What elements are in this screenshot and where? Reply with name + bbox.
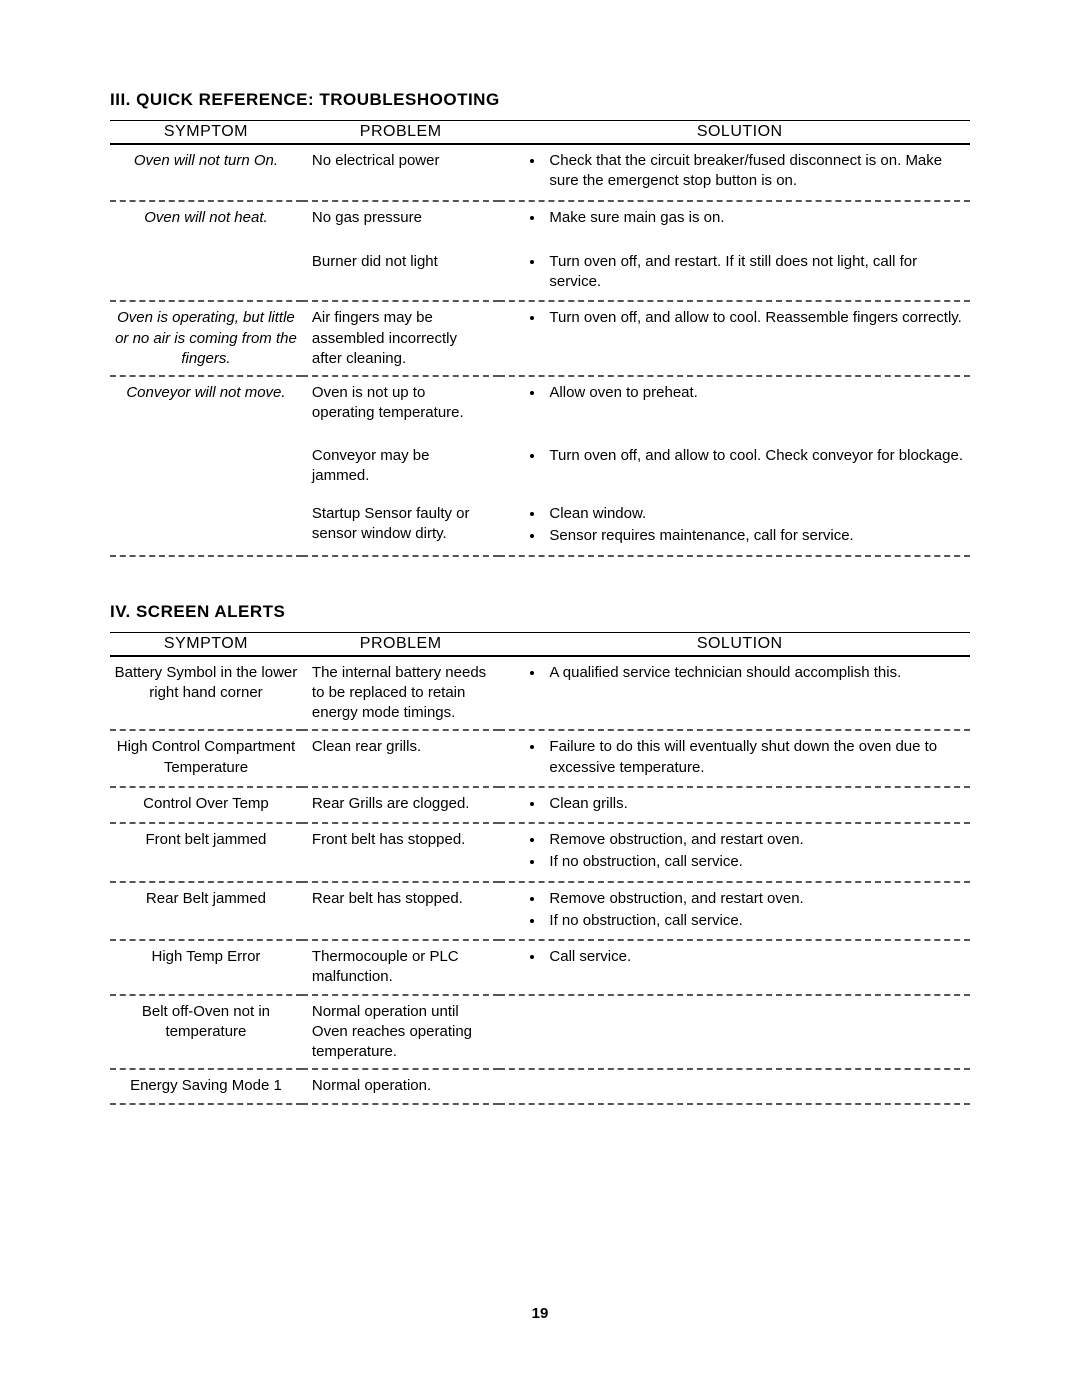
- table-row: Energy Saving Mode 1 Normal operation.: [110, 1070, 970, 1104]
- section-title-alerts: IV. SCREEN ALERTS: [110, 602, 970, 622]
- solution-item: Failure to do this will eventually shut …: [545, 737, 970, 778]
- table-row: High Temp Error Thermocouple or PLC malf…: [110, 941, 970, 996]
- table-row: Front belt jammed Front belt has stopped…: [110, 824, 970, 883]
- table-header-row: SYMPTOM PROBLEM SOLUTION: [110, 120, 970, 145]
- table-row: High Control Compartment Temperature Cle…: [110, 731, 970, 788]
- solution-cell: Failure to do this will eventually shut …: [499, 731, 970, 788]
- symptom-cell: Belt off-Oven not in temperature: [110, 996, 302, 1071]
- solution-cell: Turn oven off, and allow to cool. Reasse…: [499, 302, 970, 377]
- problem-cell: Startup Sensor faulty or sensor window d…: [302, 492, 500, 557]
- problem-cell: Air fingers may be assembled incorrectly…: [302, 302, 500, 377]
- symptom-cell: High Temp Error: [110, 941, 302, 996]
- problem-cell: The internal battery needs to be replace…: [302, 657, 500, 732]
- solution-item: Allow oven to preheat.: [545, 383, 970, 403]
- table-row: Oven will not heat. No gas pressure Make…: [110, 202, 970, 236]
- solution-item: Sensor requires maintenance, call for se…: [545, 526, 970, 546]
- problem-cell: No gas pressure: [302, 202, 500, 236]
- solution-item: Check that the circuit breaker/fused dis…: [545, 151, 970, 192]
- solution-cell: Turn oven off, and restart. If it still …: [499, 236, 970, 303]
- problem-cell: No electrical power: [302, 145, 500, 202]
- header-solution: SOLUTION: [499, 120, 970, 145]
- symptom-cell: Rear Belt jammed: [110, 883, 302, 942]
- solution-cell: Allow oven to preheat.: [499, 377, 970, 430]
- symptom-cell: Battery Symbol in the lower right hand c…: [110, 657, 302, 732]
- solution-cell: Remove obstruction, and restart oven. If…: [499, 824, 970, 883]
- solution-item: Clean window.: [545, 504, 970, 524]
- table-row: Conveyor will not move. Oven is not up t…: [110, 377, 970, 430]
- solution-item: If no obstruction, call service.: [545, 852, 970, 872]
- symptom-cell: Control Over Temp: [110, 788, 302, 824]
- symptom-cell: Oven will not turn On.: [110, 145, 302, 202]
- symptom-cell: Oven is operating, but little or no air …: [110, 302, 302, 377]
- problem-cell: Rear Grills are clogged.: [302, 788, 500, 824]
- solution-item: Turn oven off, and allow to cool. Reasse…: [545, 308, 970, 328]
- solution-cell: Remove obstruction, and restart oven. If…: [499, 883, 970, 942]
- solution-cell: [499, 1070, 970, 1104]
- table-row: Control Over Temp Rear Grills are clogge…: [110, 788, 970, 824]
- solution-item: Remove obstruction, and restart oven.: [545, 889, 970, 909]
- solution-cell: Turn oven off, and allow to cool. Check …: [499, 430, 970, 493]
- problem-cell: Rear belt has stopped.: [302, 883, 500, 942]
- solution-cell: Check that the circuit breaker/fused dis…: [499, 145, 970, 202]
- header-symptom: SYMPTOM: [110, 632, 302, 657]
- table-row: Belt off-Oven not in temperature Normal …: [110, 996, 970, 1071]
- problem-cell: Thermocouple or PLC malfunction.: [302, 941, 500, 996]
- problem-cell: Burner did not light: [302, 236, 500, 303]
- symptom-cell: [110, 430, 302, 493]
- symptom-cell: Oven will not heat.: [110, 202, 302, 236]
- problem-cell: Normal operation until Oven reaches oper…: [302, 996, 500, 1071]
- page-number: 19: [110, 1305, 970, 1322]
- symptom-cell: High Control Compartment Temperature: [110, 731, 302, 788]
- symptom-cell: Front belt jammed: [110, 824, 302, 883]
- table-header-row: SYMPTOM PROBLEM SOLUTION: [110, 632, 970, 657]
- solution-item: Turn oven off, and restart. If it still …: [545, 252, 970, 293]
- header-solution: SOLUTION: [499, 632, 970, 657]
- symptom-cell: Conveyor will not move.: [110, 377, 302, 430]
- table-row: Burner did not light Turn oven off, and …: [110, 236, 970, 303]
- table-row: Startup Sensor faulty or sensor window d…: [110, 492, 970, 557]
- problem-cell: Oven is not up to operating temperature.: [302, 377, 500, 430]
- solution-cell: Clean grills.: [499, 788, 970, 824]
- symptom-cell: [110, 492, 302, 557]
- problem-cell: Normal operation.: [302, 1070, 500, 1104]
- problem-cell: Conveyor may be jammed.: [302, 430, 500, 493]
- table-row: Oven will not turn On. No electrical pow…: [110, 145, 970, 202]
- solution-cell: Clean window. Sensor requires maintenanc…: [499, 492, 970, 557]
- header-symptom: SYMPTOM: [110, 120, 302, 145]
- solution-item: A qualified service technician should ac…: [545, 663, 970, 683]
- problem-cell: Clean rear grills.: [302, 731, 500, 788]
- solution-item: Clean grills.: [545, 794, 970, 814]
- document-page: III. QUICK REFERENCE: TROUBLESHOOTING SY…: [0, 0, 1080, 1372]
- solution-item: Call service.: [545, 947, 970, 967]
- problem-cell: Front belt has stopped.: [302, 824, 500, 883]
- solution-item: If no obstruction, call service.: [545, 911, 970, 931]
- table-row: Oven is operating, but little or no air …: [110, 302, 970, 377]
- symptom-cell: Energy Saving Mode 1: [110, 1070, 302, 1104]
- solution-cell: Call service.: [499, 941, 970, 996]
- header-problem: PROBLEM: [302, 120, 500, 145]
- table-row: Rear Belt jammed Rear belt has stopped. …: [110, 883, 970, 942]
- symptom-cell: [110, 236, 302, 303]
- solution-item: Make sure main gas is on.: [545, 208, 970, 228]
- solution-item: Turn oven off, and allow to cool. Check …: [545, 446, 970, 466]
- solution-item: Remove obstruction, and restart oven.: [545, 830, 970, 850]
- table-row: Battery Symbol in the lower right hand c…: [110, 657, 970, 732]
- section-title-troubleshooting: III. QUICK REFERENCE: TROUBLESHOOTING: [110, 90, 970, 110]
- table-row: Conveyor may be jammed. Turn oven off, a…: [110, 430, 970, 493]
- solution-cell: [499, 996, 970, 1071]
- header-problem: PROBLEM: [302, 632, 500, 657]
- solution-cell: A qualified service technician should ac…: [499, 657, 970, 732]
- solution-cell: Make sure main gas is on.: [499, 202, 970, 236]
